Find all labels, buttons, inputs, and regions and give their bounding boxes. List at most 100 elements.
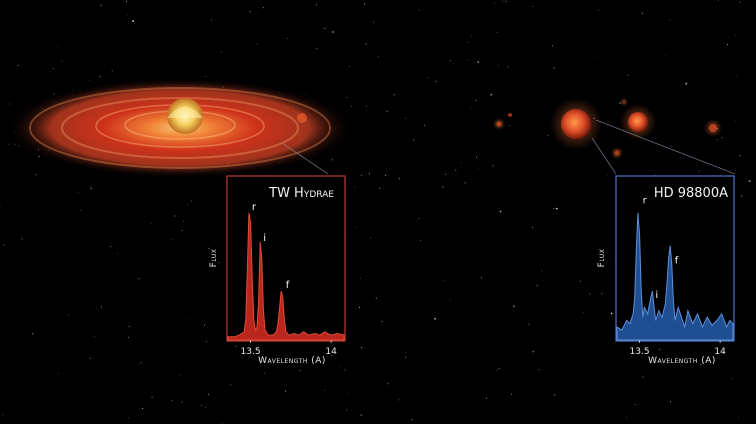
background-star bbox=[351, 106, 352, 108]
background-star bbox=[485, 397, 487, 399]
background-star bbox=[346, 409, 348, 411]
hd-x-axis-label: Wavelength (A) bbox=[648, 356, 716, 366]
background-star bbox=[411, 419, 413, 421]
background-star bbox=[670, 401, 671, 403]
background-star bbox=[221, 51, 222, 53]
tw-y-axis-label: Flux bbox=[209, 249, 219, 268]
background-star bbox=[285, 390, 287, 392]
background-star bbox=[331, 355, 333, 356]
background-star bbox=[386, 110, 388, 112]
background-star bbox=[598, 9, 599, 11]
background-star bbox=[659, 348, 661, 350]
background-star bbox=[235, 345, 237, 347]
background-star bbox=[208, 247, 210, 249]
background-star bbox=[476, 156, 478, 158]
background-star bbox=[364, 3, 365, 5]
background-star bbox=[18, 145, 20, 147]
background-star bbox=[505, 0, 507, 2]
background-star bbox=[370, 237, 372, 239]
background-star bbox=[727, 44, 729, 45]
hd-y-axis-label: Flux bbox=[597, 249, 607, 268]
background-star bbox=[442, 186, 444, 188]
background-star bbox=[249, 11, 251, 13]
background-star bbox=[365, 43, 367, 45]
background-star bbox=[316, 48, 318, 50]
hd-line-label-i: i bbox=[655, 290, 658, 301]
background-star bbox=[739, 1, 741, 3]
background-star bbox=[141, 408, 143, 409]
background-star bbox=[354, 186, 356, 188]
hd-98800a-spectrum-panel: HD 98800A r i f 13.5 14 Flux Wavelength (A) bbox=[597, 175, 735, 366]
background-star bbox=[717, 0, 719, 2]
background-star bbox=[150, 223, 152, 225]
background-star bbox=[475, 100, 477, 101]
background-star bbox=[626, 416, 627, 418]
background-star bbox=[467, 41, 469, 43]
background-star bbox=[359, 277, 361, 279]
background-star bbox=[427, 77, 429, 79]
background-star bbox=[547, 135, 549, 137]
background-star bbox=[360, 414, 363, 417]
background-star bbox=[464, 182, 466, 184]
background-star bbox=[132, 20, 135, 23]
hd-line-label-r: r bbox=[643, 195, 648, 206]
background-star bbox=[9, 103, 11, 105]
background-star bbox=[68, 314, 70, 316]
background-star bbox=[138, 278, 140, 280]
background-star bbox=[77, 191, 79, 193]
background-star bbox=[110, 246, 112, 247]
background-star bbox=[528, 323, 530, 325]
background-star bbox=[671, 145, 673, 147]
background-star bbox=[346, 97, 348, 98]
background-star bbox=[413, 139, 415, 141]
background-star bbox=[128, 337, 130, 338]
background-star bbox=[100, 306, 102, 308]
background-star bbox=[375, 297, 377, 299]
background-star bbox=[507, 66, 509, 68]
background-star bbox=[606, 174, 608, 176]
hd-x-ticks: 13.5 14 bbox=[630, 340, 726, 357]
background-star bbox=[191, 200, 193, 202]
background-star bbox=[698, 170, 700, 172]
background-star bbox=[490, 93, 493, 96]
background-star bbox=[170, 239, 172, 241]
background-star bbox=[509, 124, 511, 126]
background-star bbox=[669, 19, 671, 21]
background-star bbox=[52, 68, 54, 69]
background-star bbox=[554, 394, 556, 396]
background-star bbox=[492, 165, 494, 167]
background-star bbox=[665, 54, 667, 56]
background-star bbox=[205, 341, 207, 342]
hd-spectrum-area bbox=[616, 212, 734, 341]
tw-panel-title: TW Hydrae bbox=[268, 186, 334, 201]
hd-pointer-line-left bbox=[591, 137, 617, 175]
background-star bbox=[641, 12, 643, 14]
background-star bbox=[117, 253, 118, 255]
background-star bbox=[111, 70, 113, 72]
background-star bbox=[187, 204, 188, 206]
background-star bbox=[8, 143, 10, 145]
background-star bbox=[366, 105, 367, 107]
tw-line-labels: r i f bbox=[252, 202, 290, 291]
hd-tick-label: 14 bbox=[714, 347, 726, 357]
background-star bbox=[734, 34, 736, 36]
background-star bbox=[553, 208, 555, 210]
background-star bbox=[80, 210, 82, 211]
tw-pointer-line bbox=[281, 142, 329, 175]
hd-line-labels: r i f bbox=[643, 195, 679, 301]
background-star bbox=[499, 210, 502, 213]
background-star bbox=[89, 357, 91, 359]
background-star bbox=[14, 143, 16, 145]
background-star bbox=[344, 369, 346, 371]
background-star bbox=[100, 4, 102, 6]
background-star bbox=[0, 206, 1, 208]
background-star bbox=[721, 137, 723, 139]
background-star bbox=[731, 378, 733, 380]
background-star bbox=[324, 389, 326, 391]
background-star bbox=[339, 365, 341, 367]
background-star bbox=[470, 107, 471, 109]
background-star bbox=[94, 335, 96, 337]
background-star bbox=[128, 417, 130, 419]
background-star bbox=[511, 393, 513, 395]
